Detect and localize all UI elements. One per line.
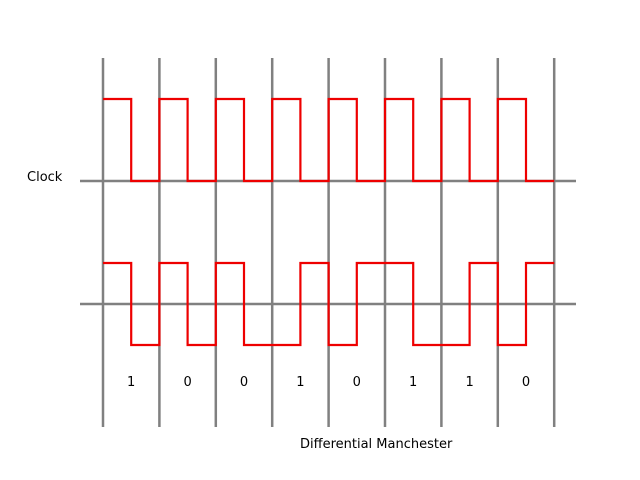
bit-label: 1 — [409, 375, 417, 390]
bit-label: 0 — [183, 375, 191, 390]
clock-signal-line — [103, 97, 555, 183]
bit-label: 1 — [296, 375, 304, 390]
bit-label: 0 — [240, 375, 248, 390]
diff-manchester-label: Differential Manchester — [300, 437, 453, 452]
bit-label: 1 — [465, 375, 473, 390]
bit-labels: 1 0 0 1 0 1 1 0 — [127, 375, 530, 390]
diff-manchester-signal-line — [103, 261, 555, 347]
clock-label: Clock — [27, 170, 63, 185]
bit-label: 1 — [127, 375, 135, 390]
bit-label: 0 — [353, 375, 361, 390]
signals — [103, 97, 555, 347]
bit-label: 0 — [522, 375, 530, 390]
